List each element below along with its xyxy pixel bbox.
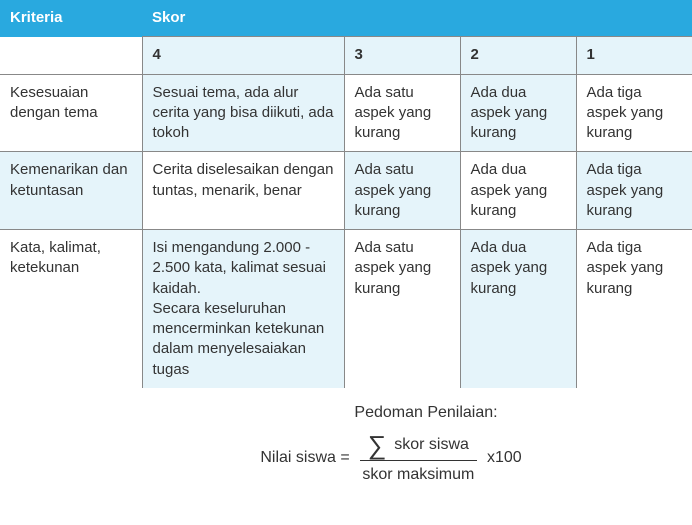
- header-score: Skor: [142, 0, 692, 37]
- criteria-cell: Kata, kalimat, ketekunan: [0, 230, 142, 388]
- header-criteria: Kriteria: [0, 0, 142, 37]
- cell-1: Ada tiga aspek yang kurang: [576, 152, 692, 230]
- cell-2: Ada dua aspek yang kurang: [460, 230, 576, 388]
- numerator: ∑ skor siswa: [360, 432, 477, 461]
- score-col-4: 4: [142, 37, 344, 74]
- formula-block: Pedoman Penilaian: Nilai siswa = ∑ skor …: [0, 404, 692, 484]
- cell-4: Cerita diselesaikan dengan tuntas, menar…: [142, 152, 344, 230]
- fraction: ∑ skor siswa skor maksimum: [360, 432, 477, 484]
- cell-3: Ada satu aspek yang kurang: [344, 74, 460, 152]
- criteria-cell: Kemenarikan dan ketuntasan: [0, 152, 142, 230]
- score-col-2: 2: [460, 37, 576, 74]
- cell-1: Ada tiga aspek yang kurang: [576, 230, 692, 388]
- sigma-icon: ∑: [368, 432, 387, 458]
- cell-4: Sesuai tema, ada alur cerita yang bisa d…: [142, 74, 344, 152]
- cell-3: Ada satu aspek yang kurang: [344, 152, 460, 230]
- table-row: Kesesuaian dengan tema Sesuai tema, ada …: [0, 74, 692, 152]
- table-row: Kemenarikan dan ketuntasan Cerita disele…: [0, 152, 692, 230]
- header-row-1: Kriteria Skor: [0, 0, 692, 37]
- blank-cell: [0, 37, 142, 74]
- criteria-cell: Kesesuaian dengan tema: [0, 74, 142, 152]
- formula-row: Nilai siswa = ∑ skor siswa skor maksimum…: [0, 432, 692, 484]
- cell-4: Isi mengandung 2.000 - 2.500 kata, kalim…: [142, 230, 344, 388]
- cell-2: Ada dua aspek yang kurang: [460, 74, 576, 152]
- formula-lhs: Nilai siswa =: [260, 449, 349, 467]
- score-col-1: 1: [576, 37, 692, 74]
- table-row: Kata, kalimat, ketekunan Isi mengandung …: [0, 230, 692, 388]
- formula-tail: x100: [487, 449, 522, 467]
- formula-title: Pedoman Penilaian:: [0, 404, 692, 422]
- rubric-table: Kriteria Skor 4 3 2 1 Kesesuaian dengan …: [0, 0, 692, 388]
- cell-2: Ada dua aspek yang kurang: [460, 152, 576, 230]
- cell-1: Ada tiga aspek yang kurang: [576, 74, 692, 152]
- cell-3: Ada satu aspek yang kurang: [344, 230, 460, 388]
- denominator-label: skor maksimum: [362, 461, 474, 484]
- header-row-2: 4 3 2 1: [0, 37, 692, 74]
- score-col-3: 3: [344, 37, 460, 74]
- numerator-label: skor siswa: [394, 435, 469, 454]
